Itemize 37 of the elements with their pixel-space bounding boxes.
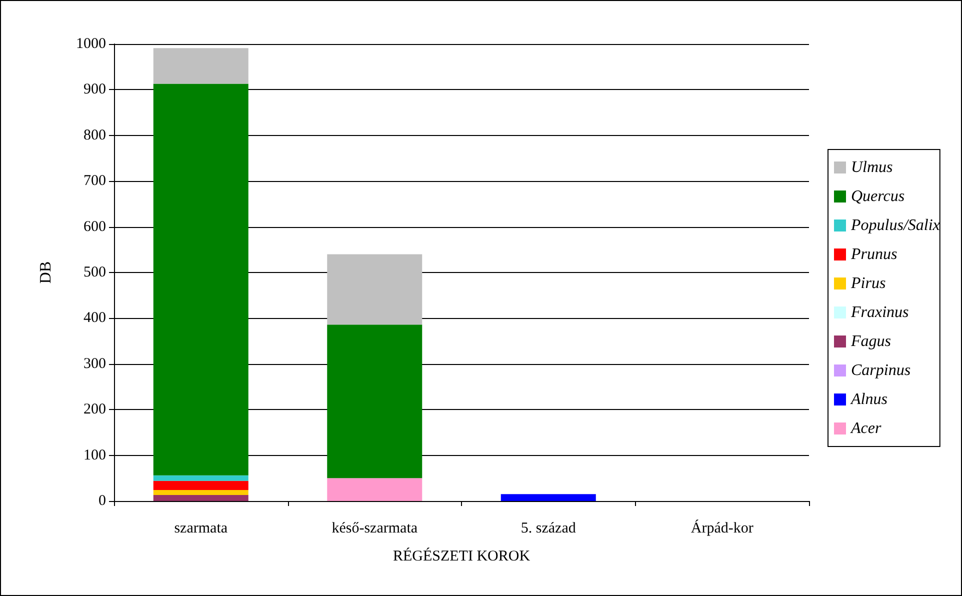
y-tick-label: 800 <box>84 127 106 144</box>
y-tick-label: 700 <box>84 173 106 190</box>
legend-label: Quercus <box>851 188 905 205</box>
legend-label: Carpinus <box>851 362 911 379</box>
legend-label: Fagus <box>850 333 891 350</box>
bar <box>327 254 422 325</box>
x-tick-label: szarmata <box>174 520 228 536</box>
legend-label: Pirus <box>850 275 886 292</box>
y-tick-label: 400 <box>84 310 106 326</box>
y-tick-label: 0 <box>98 493 106 509</box>
bar <box>327 478 422 501</box>
legend-label: Ulmus <box>851 159 893 176</box>
y-tick-label: 900 <box>84 82 106 98</box>
x-axis-title: RÉGÉSZETI KOROK <box>392 548 530 564</box>
bar <box>153 490 248 496</box>
y-tick-label: 200 <box>84 402 106 418</box>
y-tick-label: 500 <box>84 264 106 280</box>
legend-label: Prunus <box>850 246 898 263</box>
legend-label: Acer <box>850 420 882 437</box>
legend-label: Alnus <box>850 391 888 408</box>
bar <box>327 324 422 478</box>
x-tick-label: késő-szarmata <box>332 520 418 536</box>
bar <box>153 480 248 490</box>
bar <box>153 495 248 501</box>
y-tick-label: 1000 <box>76 36 106 52</box>
legend-label: Populus/Salix <box>850 217 940 234</box>
y-tick-label: 600 <box>84 218 106 235</box>
bar <box>153 475 248 481</box>
bar <box>500 494 596 501</box>
bar <box>153 48 248 84</box>
x-tick-label: 5. század <box>520 520 576 536</box>
x-tick-label: Árpád-kor <box>690 520 754 536</box>
y-tick-label: 100 <box>84 447 106 464</box>
bar <box>153 84 248 476</box>
y-axis-title: DB <box>38 261 54 284</box>
y-tick-label: 300 <box>84 356 106 372</box>
legend-label: Fraxinus <box>850 304 909 321</box>
